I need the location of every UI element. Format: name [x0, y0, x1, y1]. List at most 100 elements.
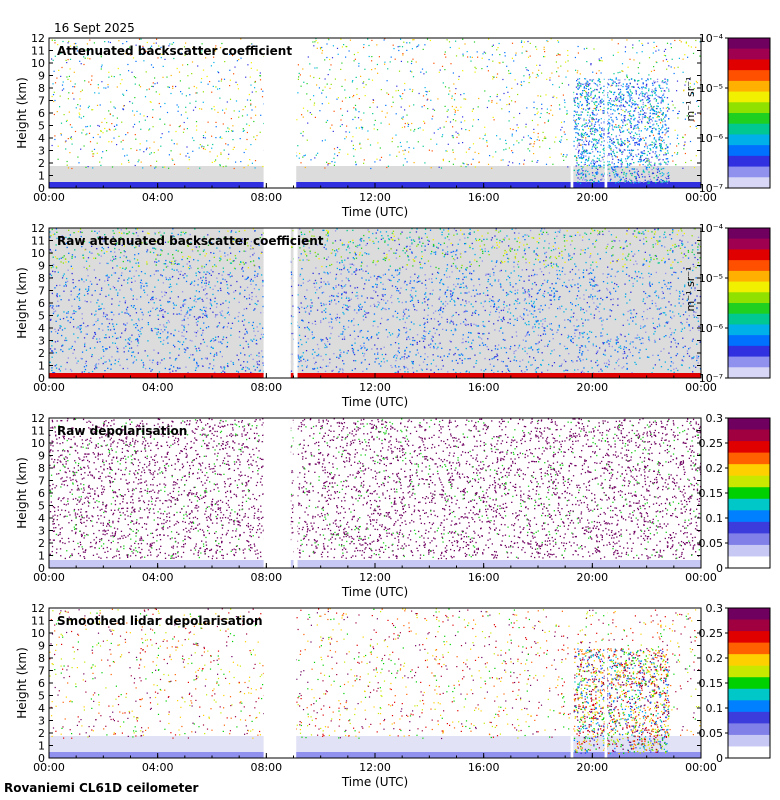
colorbar-tick-label: 0.1 — [706, 702, 724, 715]
x-tick-label: 08:00 — [250, 191, 282, 204]
y-tick-label: 8 — [38, 652, 45, 665]
y-tick-label: 4 — [38, 132, 45, 145]
y-tick-label: 10 — [31, 437, 45, 450]
y-tick-label: 4 — [38, 702, 45, 715]
x-tick-label: 08:00 — [250, 761, 282, 774]
panel-title: Smoothed lidar depolarisation — [57, 614, 263, 628]
colorbar-tick-label: 0.05 — [699, 537, 724, 550]
x-tick-label: 08:00 — [250, 381, 282, 394]
y-tick-label: 7 — [38, 475, 45, 488]
y-tick-label: 1 — [38, 170, 45, 183]
y-tick-label: 6 — [38, 107, 45, 120]
y-tick-label: 10 — [31, 627, 45, 640]
colorbar-tick-label: 0.2 — [706, 652, 724, 665]
y-tick-label: 3 — [38, 335, 45, 348]
data-gap — [293, 418, 298, 568]
x-tick-label: 16:00 — [468, 761, 500, 774]
x-tick-label: 00:00 — [33, 191, 65, 204]
x-tick-label: 04:00 — [142, 191, 174, 204]
y-tick-label: 12 — [31, 222, 45, 235]
y-tick-label: 4 — [38, 322, 45, 335]
x-tick-label: 08:00 — [250, 571, 282, 584]
colorbar-tick-label: 0.2 — [706, 462, 724, 475]
y-tick-label: 0 — [38, 752, 45, 765]
y-axis-label: Height (km) — [15, 267, 29, 338]
x-tick-label: 12:00 — [359, 571, 391, 584]
colorbar-tick-label: 0.3 — [706, 412, 724, 425]
y-axis-label: Height (km) — [15, 77, 29, 148]
panel-2: Raw attenuated backscatter coefficient01… — [15, 222, 771, 409]
y-tick-label: 8 — [38, 272, 45, 285]
x-axis-label: Time (UTC) — [341, 775, 408, 789]
colorbar-tick-label: 0.15 — [699, 677, 724, 690]
y-tick-label: 10 — [31, 57, 45, 70]
y-tick-label: 12 — [31, 602, 45, 615]
panel-4: Smoothed lidar depolarisation01234567891… — [15, 602, 771, 789]
colorbar: 0.3 0.25 0.2 0.15 0.1 0.05 0 — [699, 602, 771, 765]
data-gap — [293, 228, 298, 378]
x-tick-label: 20:00 — [576, 381, 608, 394]
x-tick-label: 00:00 — [685, 761, 717, 774]
x-tick-label: 00:00 — [685, 571, 717, 584]
x-tick-label: 12:00 — [359, 761, 391, 774]
x-axis-label: Time (UTC) — [341, 585, 408, 599]
y-tick-label: 7 — [38, 665, 45, 678]
y-tick-label: 11 — [31, 235, 45, 248]
x-tick-label: 04:00 — [142, 381, 174, 394]
y-tick-label: 12 — [31, 32, 45, 45]
colorbar: 10⁻⁴ 10⁻⁵ 10⁻⁶ 10⁻⁷ m⁻¹ sr⁻¹ — [684, 222, 771, 385]
y-tick-label: 2 — [38, 347, 45, 360]
data-gap — [263, 228, 291, 378]
y-tick-label: 6 — [38, 297, 45, 310]
y-tick-label: 6 — [38, 677, 45, 690]
colorbar-tick-label: 10⁻⁷ — [699, 372, 723, 385]
y-tick-label: 4 — [38, 512, 45, 525]
panel-title: Raw attenuated backscatter coefficient — [57, 234, 324, 248]
colorbar-unit-label: m⁻¹ sr⁻¹ — [684, 77, 697, 122]
x-tick-label: 16:00 — [468, 571, 500, 584]
colorbar-tick-label: 0 — [716, 752, 723, 765]
x-tick-label: 04:00 — [142, 761, 174, 774]
colorbar: 10⁻⁴ 10⁻⁵ 10⁻⁶ 10⁻⁷ m⁻¹ sr⁻¹ — [684, 32, 771, 195]
colorbar-tick-label: 0.15 — [699, 487, 724, 500]
plot-area — [49, 608, 701, 758]
x-tick-label: 00:00 — [685, 381, 717, 394]
heatmap-field — [49, 418, 701, 568]
panel-title: Raw depolarisation — [57, 424, 187, 438]
data-gap — [604, 608, 608, 758]
panel-1: Attenuated backscatter coefficient012345… — [15, 32, 771, 219]
colorbar-tick-label: 10⁻⁵ — [699, 82, 723, 95]
colorbar-tick-label: 0.05 — [699, 727, 724, 740]
data-gap — [604, 38, 608, 188]
x-tick-label: 16:00 — [468, 191, 500, 204]
x-tick-label: 20:00 — [576, 191, 608, 204]
x-tick-label: 00:00 — [33, 381, 65, 394]
y-tick-label: 11 — [31, 615, 45, 628]
colorbar-tick-label: 0.25 — [699, 627, 724, 640]
y-tick-label: 2 — [38, 157, 45, 170]
y-tick-label: 3 — [38, 715, 45, 728]
x-tick-label: 00:00 — [685, 191, 717, 204]
y-tick-label: 0 — [38, 562, 45, 575]
x-tick-label: 20:00 — [576, 571, 608, 584]
colorbar-tick-label: 10⁻⁶ — [699, 322, 724, 335]
y-tick-label: 5 — [38, 120, 45, 133]
y-tick-label: 9 — [38, 260, 45, 273]
panel-3: Raw depolarisation0123456789101112Height… — [15, 412, 771, 599]
colorbar-tick-label: 10⁻⁷ — [699, 182, 723, 195]
y-tick-label: 3 — [38, 525, 45, 538]
x-tick-label: 12:00 — [359, 381, 391, 394]
y-tick-label: 10 — [31, 247, 45, 260]
y-axis-label: Height (km) — [15, 647, 29, 718]
x-axis-label: Time (UTC) — [341, 395, 408, 409]
y-tick-label: 3 — [38, 145, 45, 158]
y-tick-label: 2 — [38, 727, 45, 740]
x-tick-label: 04:00 — [142, 571, 174, 584]
x-tick-label: 00:00 — [33, 571, 65, 584]
y-tick-label: 11 — [31, 425, 45, 438]
x-tick-label: 16:00 — [468, 381, 500, 394]
colorbar-tick-label: 0.25 — [699, 437, 724, 450]
colorbar-tick-label: 10⁻⁴ — [699, 32, 724, 45]
y-tick-label: 1 — [38, 360, 45, 373]
